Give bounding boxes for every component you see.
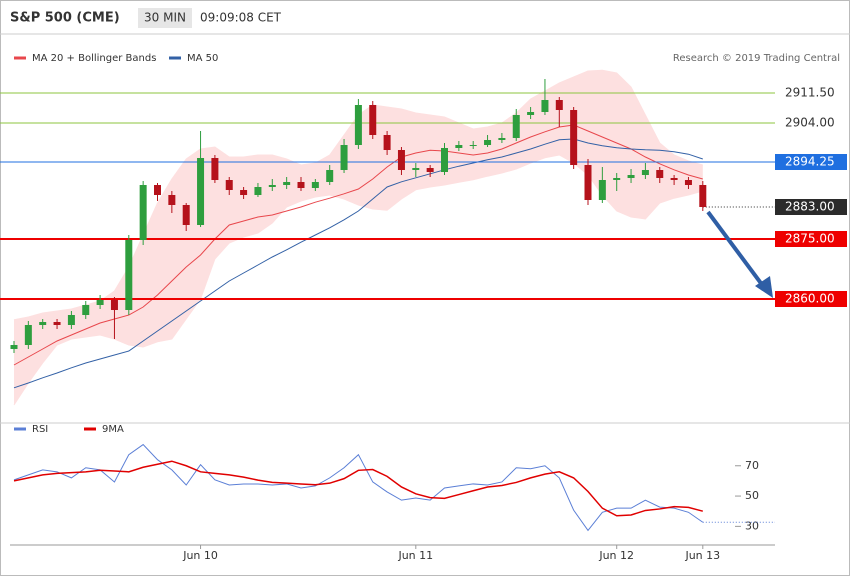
ma-line bbox=[13, 138, 703, 389]
candle-body bbox=[570, 110, 578, 165]
level-box bbox=[775, 199, 847, 215]
title: S&P 500 (CME) bbox=[10, 11, 120, 26]
level-label: 2904.00 bbox=[785, 116, 835, 130]
candle-body bbox=[699, 185, 707, 207]
candle-body bbox=[541, 100, 549, 112]
candle-body bbox=[24, 325, 32, 345]
candle-body bbox=[412, 168, 420, 170]
candle-body bbox=[297, 182, 305, 188]
candle-body bbox=[240, 190, 248, 195]
candle-body bbox=[10, 345, 18, 349]
candle-body bbox=[254, 187, 262, 195]
x-tick-label: Jun 12 bbox=[598, 549, 634, 562]
candle-body bbox=[168, 195, 176, 205]
level-box bbox=[775, 154, 847, 170]
candle-body bbox=[512, 115, 520, 138]
clock: 09:09:08 CET bbox=[200, 11, 282, 25]
candle-body bbox=[555, 100, 563, 110]
candle-body bbox=[96, 300, 104, 305]
level-box bbox=[775, 231, 847, 247]
y-tick-label: 30 bbox=[745, 519, 759, 532]
candle-body bbox=[598, 180, 606, 200]
x-tick-label: Jun 10 bbox=[182, 549, 218, 562]
candle-body bbox=[211, 158, 219, 180]
forecast-arrow bbox=[706, 210, 768, 292]
candle-body bbox=[484, 140, 492, 145]
candle-body bbox=[527, 112, 535, 115]
candle-body bbox=[369, 105, 377, 135]
legend-label: RSI bbox=[32, 424, 48, 435]
legend-label: MA 50 bbox=[187, 53, 218, 64]
candle-body bbox=[613, 178, 621, 180]
candle-body bbox=[441, 148, 448, 172]
candle-body bbox=[584, 165, 592, 200]
level-label: 2875.00 bbox=[785, 232, 835, 246]
candle-body bbox=[670, 178, 678, 180]
timeframe: 30 MIN bbox=[144, 11, 186, 25]
candle-body bbox=[641, 170, 649, 175]
candle-body bbox=[354, 105, 362, 145]
rsi-panel: RSI 9MA 30 50 70 Jun 10 Jun 11 Jun 12 Jun 13 bbox=[13, 424, 775, 562]
indicator-line bbox=[13, 460, 703, 517]
candle-body bbox=[39, 322, 47, 325]
legend-label: 9MA bbox=[102, 424, 124, 435]
candle-body bbox=[182, 205, 190, 225]
candle-body bbox=[498, 138, 506, 140]
candle-body bbox=[469, 145, 477, 146]
candle-body bbox=[268, 185, 276, 187]
y-tick-label: 50 bbox=[745, 489, 759, 502]
candle-body bbox=[383, 135, 391, 150]
legend-label: MA 20 + Bollinger Bands bbox=[32, 53, 156, 64]
y-tick-label: 70 bbox=[745, 459, 759, 472]
candle-body bbox=[455, 145, 463, 148]
candle-body bbox=[656, 170, 664, 178]
candle-body bbox=[684, 180, 692, 185]
level-label: 2911.50 bbox=[785, 86, 835, 100]
x-tick-label: Jun 11 bbox=[397, 549, 433, 562]
level-label: 2883.00 bbox=[785, 200, 835, 214]
credit: Research © 2019 Trading Central bbox=[673, 53, 840, 64]
candle-body bbox=[125, 240, 133, 310]
price-panel: MA 20 + Bollinger Bands MA 50 2911.50 2904.… bbox=[0, 53, 847, 406]
candle-body bbox=[397, 150, 405, 170]
candle-body bbox=[53, 322, 61, 325]
candle-body bbox=[197, 158, 205, 225]
candle-body bbox=[311, 182, 319, 188]
candle-body bbox=[110, 300, 118, 310]
level-label: 2860.00 bbox=[785, 292, 835, 306]
timeframe-box bbox=[138, 8, 192, 28]
forecast-arrowhead bbox=[755, 276, 773, 298]
candle-body bbox=[67, 315, 75, 325]
indicator-line bbox=[13, 443, 704, 532]
level-label: 2894.25 bbox=[785, 155, 835, 169]
candle-body bbox=[225, 180, 233, 190]
candle-body bbox=[154, 185, 161, 195]
candle-body bbox=[283, 182, 291, 185]
candle-body bbox=[627, 175, 635, 178]
candle-body bbox=[426, 168, 434, 172]
candle-body bbox=[139, 185, 147, 240]
candle-body bbox=[340, 145, 348, 170]
candle-body bbox=[326, 170, 334, 182]
candle-body bbox=[82, 305, 90, 315]
bollinger-band bbox=[14, 70, 703, 405]
level-box bbox=[775, 291, 847, 307]
x-tick-label: Jun 13 bbox=[684, 549, 720, 562]
